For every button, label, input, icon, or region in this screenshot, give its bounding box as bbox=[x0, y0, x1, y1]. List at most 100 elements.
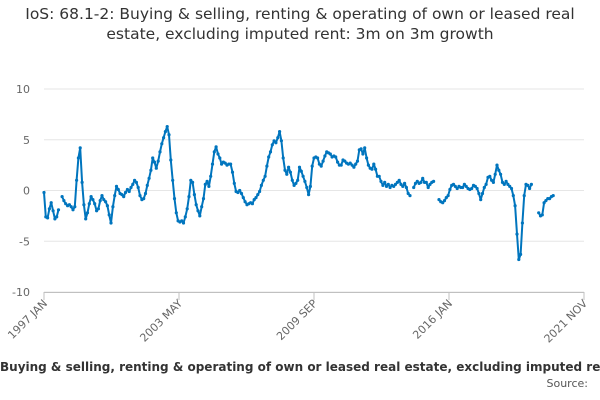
data-point[interactable] bbox=[158, 150, 162, 154]
data-point[interactable] bbox=[102, 198, 106, 202]
data-point[interactable] bbox=[480, 191, 485, 196]
data-point[interactable] bbox=[265, 164, 269, 168]
data-point[interactable] bbox=[138, 194, 142, 198]
data-point[interactable] bbox=[133, 178, 137, 182]
data-point[interactable] bbox=[359, 147, 363, 151]
data-point[interactable] bbox=[96, 207, 100, 211]
data-point[interactable] bbox=[162, 136, 166, 140]
data-point[interactable] bbox=[142, 197, 146, 201]
data-point[interactable] bbox=[80, 180, 84, 184]
data-point[interactable] bbox=[297, 165, 302, 169]
data-point[interactable] bbox=[194, 203, 198, 207]
data-point[interactable] bbox=[515, 232, 519, 236]
data-point[interactable] bbox=[374, 167, 378, 171]
data-point[interactable] bbox=[198, 214, 202, 218]
data-point[interactable] bbox=[455, 186, 459, 191]
data-point[interactable] bbox=[239, 191, 244, 196]
data-point[interactable] bbox=[310, 164, 314, 168]
data-point[interactable] bbox=[73, 205, 77, 209]
data-point[interactable] bbox=[279, 139, 283, 143]
data-point[interactable] bbox=[408, 194, 412, 198]
data-point[interactable] bbox=[361, 152, 365, 156]
data-point[interactable] bbox=[174, 211, 178, 215]
data-point[interactable] bbox=[401, 184, 405, 188]
data-point[interactable] bbox=[479, 198, 483, 202]
data-point[interactable] bbox=[526, 183, 530, 187]
data-point[interactable] bbox=[519, 252, 523, 256]
data-point[interactable] bbox=[250, 202, 254, 206]
data-point[interactable] bbox=[268, 150, 273, 154]
data-point[interactable] bbox=[91, 198, 95, 202]
data-point[interactable] bbox=[105, 204, 109, 208]
data-point[interactable] bbox=[114, 184, 119, 188]
data-point[interactable] bbox=[453, 184, 457, 188]
data-point[interactable] bbox=[513, 204, 517, 208]
data-point[interactable] bbox=[461, 185, 465, 190]
data-point[interactable] bbox=[421, 176, 425, 180]
data-point[interactable] bbox=[143, 191, 148, 196]
data-point[interactable] bbox=[89, 195, 93, 199]
data-point[interactable] bbox=[328, 152, 332, 156]
data-point[interactable] bbox=[542, 201, 546, 205]
data-point[interactable] bbox=[446, 194, 450, 198]
data-point[interactable] bbox=[180, 219, 184, 223]
data-point[interactable] bbox=[56, 208, 61, 212]
data-point[interactable] bbox=[183, 215, 187, 219]
data-point[interactable] bbox=[259, 183, 263, 187]
data-point[interactable] bbox=[470, 186, 474, 191]
data-point[interactable] bbox=[172, 197, 177, 201]
data-point[interactable] bbox=[87, 202, 91, 206]
data-point[interactable] bbox=[482, 185, 486, 190]
data-point[interactable] bbox=[544, 199, 548, 203]
data-point[interactable] bbox=[145, 183, 149, 187]
data-point[interactable] bbox=[441, 201, 445, 205]
data-point[interactable] bbox=[419, 180, 423, 184]
data-point[interactable] bbox=[442, 199, 447, 203]
data-point[interactable] bbox=[488, 174, 492, 178]
data-point[interactable] bbox=[46, 216, 50, 220]
data-point[interactable] bbox=[509, 186, 514, 191]
data-point[interactable] bbox=[218, 156, 222, 160]
data-point[interactable] bbox=[294, 181, 298, 185]
data-point[interactable] bbox=[388, 185, 392, 190]
data-point[interactable] bbox=[537, 211, 541, 215]
data-point[interactable] bbox=[497, 168, 501, 172]
data-point[interactable] bbox=[383, 180, 387, 184]
data-point[interactable] bbox=[336, 160, 340, 164]
data-point[interactable] bbox=[281, 156, 285, 160]
data-point[interactable] bbox=[490, 178, 494, 182]
data-point[interactable] bbox=[290, 178, 294, 182]
data-point[interactable] bbox=[448, 187, 452, 192]
data-point[interactable] bbox=[493, 172, 497, 176]
data-point[interactable] bbox=[131, 182, 135, 186]
data-point[interactable] bbox=[47, 207, 52, 211]
data-point[interactable] bbox=[303, 179, 307, 183]
data-point[interactable] bbox=[305, 185, 309, 190]
data-point[interactable] bbox=[49, 201, 53, 205]
data-point[interactable] bbox=[499, 172, 503, 176]
data-point[interactable] bbox=[196, 209, 200, 213]
data-point[interactable] bbox=[495, 163, 499, 167]
data-point[interactable] bbox=[276, 136, 280, 140]
data-point[interactable] bbox=[296, 178, 300, 182]
data-point[interactable] bbox=[491, 180, 495, 184]
data-point[interactable] bbox=[169, 158, 173, 162]
data-point[interactable] bbox=[256, 193, 260, 197]
data-point[interactable] bbox=[64, 202, 68, 206]
data-point[interactable] bbox=[403, 181, 407, 185]
data-point[interactable] bbox=[111, 205, 115, 209]
data-point[interactable] bbox=[209, 174, 213, 178]
data-point[interactable] bbox=[232, 181, 236, 185]
data-point[interactable] bbox=[230, 170, 235, 174]
data-point[interactable] bbox=[154, 166, 158, 170]
data-point[interactable] bbox=[517, 257, 521, 262]
data-point[interactable] bbox=[261, 178, 265, 182]
data-point[interactable] bbox=[214, 145, 218, 149]
data-point[interactable] bbox=[274, 141, 278, 145]
data-point[interactable] bbox=[55, 215, 59, 219]
data-point[interactable] bbox=[285, 172, 289, 176]
data-point[interactable] bbox=[113, 194, 117, 198]
data-point[interactable] bbox=[152, 160, 157, 164]
data-point[interactable] bbox=[254, 196, 258, 200]
data-point[interactable] bbox=[484, 182, 488, 186]
